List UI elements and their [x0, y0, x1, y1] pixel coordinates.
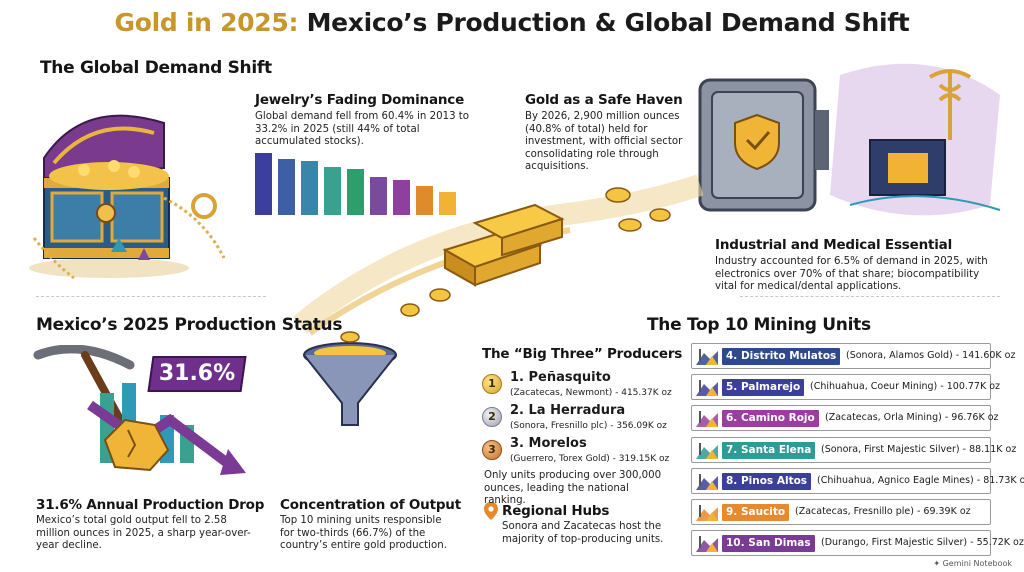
mining-unit-info: (Sonora, First Majestic Silver) - 88.11K…: [821, 444, 1017, 455]
mining-unit-info: (Zacatecas, Orla Mining) - 96.76K oz: [825, 412, 999, 423]
mining-unit-row: 8. Pinos Altos (Chihuahua, Agnico Eagle M…: [691, 468, 1024, 494]
industrial-title: Industrial and Medical Essential: [715, 237, 953, 253]
location-pin-icon: [484, 502, 498, 520]
section-divider-right: [740, 296, 1000, 297]
mining-unit-row: 4. Distrito Mulatos (Sonora, Alamos Gold)…: [691, 343, 1015, 369]
jewelry-bar: [324, 167, 341, 215]
big-three-item: 2 2. La Herradura (Sonora, Fresnillo plc…: [482, 403, 682, 435]
jewelry-bar: [278, 159, 295, 215]
mining-unit-name: 5. Palmarejo: [722, 379, 805, 396]
section-divider-left: [36, 296, 266, 297]
mine-icon: [696, 411, 718, 427]
concentration-text: Top 10 mining units responsible for two-…: [280, 515, 447, 552]
producer-detail: (Zacatecas, Newmont) - 415.37K oz: [510, 388, 672, 398]
mine-icon: [696, 380, 718, 396]
safe-haven-title: Gold as a Safe Haven: [525, 92, 683, 108]
footer-text: Gemini Notebook: [942, 559, 1012, 568]
title-rest: Mexico’s Production & Global Demand Shif…: [298, 8, 910, 37]
drop-title: 31.6% Annual Production Drop: [36, 497, 265, 513]
mining-unit-info: (Durango, First Majestic Silver) - 55.72…: [821, 537, 1024, 548]
mining-unit-name: 4. Distrito Mulatos: [722, 348, 841, 365]
concentration-title: Concentration of Output: [280, 497, 461, 513]
mining-unit-info: (Zacatecas, Fresnillo ple) - 69.39K oz: [795, 506, 971, 517]
gold-medal-icon: 1: [482, 374, 502, 394]
mine-icon: [696, 474, 718, 490]
big-three-note: Only units producing over 300,000 ounces…: [484, 470, 662, 507]
jewelry-text: Global demand fell from 60.4% in 2013 to…: [255, 111, 470, 148]
industrial-text: Industry accounted for 6.5% of demand in…: [715, 256, 988, 293]
treasure-chest-illustration: [29, 114, 226, 280]
big-three-item: 3 3. Morelos (Guerrero, Torex Gold) - 31…: [482, 436, 682, 468]
title-accent: Gold in 2025:: [114, 8, 299, 37]
big-three-item: 1 1. Peñasquito (Zacatecas, Newmont) - 4…: [482, 370, 682, 402]
silver-medal-icon: 2: [482, 407, 502, 427]
mining-unit-name: 7. Santa Elena: [722, 442, 816, 459]
regional-hubs-title: Regional Hubs: [502, 503, 610, 519]
gold-bars-illustration: [293, 175, 704, 336]
mining-unit-row: 10. San Dimas (Durango, First Majestic Si…: [691, 530, 1024, 556]
funnel-illustration: [303, 331, 397, 426]
jewelry-bar: [301, 161, 318, 215]
regional-hubs-text: Sonora and Zacatecas host the majority o…: [502, 521, 664, 545]
mine-icon: [696, 443, 718, 459]
jewelry-bar: [439, 192, 456, 215]
mining-unit-row: 6. Camino Rojo (Zacatecas, Orla Mining) -…: [691, 405, 999, 431]
jewelry-bar: [393, 180, 410, 215]
mining-unit-info: (Chihuahua, Agnico Eagle Mines) - 81.73K…: [817, 475, 1024, 486]
safe-illustration: [698, 63, 1001, 216]
global-demand-heading: The Global Demand Shift: [40, 58, 272, 78]
producer-detail: (Sonora, Fresnillo plc) - 356.09K oz: [510, 421, 667, 431]
mine-icon: [696, 349, 718, 365]
mining-unit-info: (Sonora, Alamos Gold) - 141.60K oz: [846, 350, 1016, 361]
producer-detail: (Guerrero, Torex Gold) - 319.15K oz: [510, 454, 670, 464]
mine-icon: [696, 505, 718, 521]
mining-unit-name: 6. Camino Rojo: [722, 410, 819, 427]
mining-unit-row: 5. Palmarejo (Chihuahua, Coeur Mining) - …: [691, 374, 1000, 400]
producer-name: 2. La Herradura: [510, 403, 626, 418]
jewelry-title: Jewelry’s Fading Dominance: [255, 92, 465, 108]
producer-name: 3. Morelos: [510, 436, 587, 451]
big-three-title: The “Big Three” Producers: [482, 346, 683, 362]
safe-haven-text: By 2026, 2,900 million ounces (40.8% of …: [525, 111, 683, 173]
mining-unit-name: 10. San Dimas: [722, 535, 815, 552]
mining-unit-info: (Chihuahua, Coeur Mining) - 100.77K oz: [810, 381, 1001, 392]
mining-unit-row: 9. Saucito (Zacatecas, Fresnillo ple) - 6…: [691, 499, 991, 525]
mining-unit-row: 7. Santa Elena (Sonora, First Majestic Si…: [691, 437, 1016, 463]
drop-badge: 31.6%: [147, 356, 247, 392]
mining-unit-name: 9. Saucito: [722, 504, 790, 521]
pickaxe-illustration: [33, 345, 246, 475]
page-title: Gold in 2025: Mexico’s Production & Glob…: [0, 8, 1024, 37]
mexico-heading: Mexico’s 2025 Production Status: [36, 315, 343, 335]
mine-icon: [696, 536, 718, 552]
producer-name: 1. Peñasquito: [510, 370, 611, 385]
jewelry-bar: [416, 186, 433, 215]
mining-unit-name: 8. Pinos Altos: [722, 473, 812, 490]
top10-heading: The Top 10 Mining Units: [647, 315, 871, 335]
drop-badge-value: 31.6%: [158, 361, 236, 386]
jewelry-bar: [370, 177, 387, 215]
jewelry-bar: [347, 169, 364, 215]
bronze-medal-icon: 3: [482, 440, 502, 460]
footer-brand: ✦ Gemini Notebook: [933, 559, 1012, 568]
jewelry-bar: [255, 153, 272, 215]
jewelry-bar-chart: [255, 145, 465, 215]
drop-text: Mexico’s total gold output fell to 2.58 …: [36, 515, 251, 552]
